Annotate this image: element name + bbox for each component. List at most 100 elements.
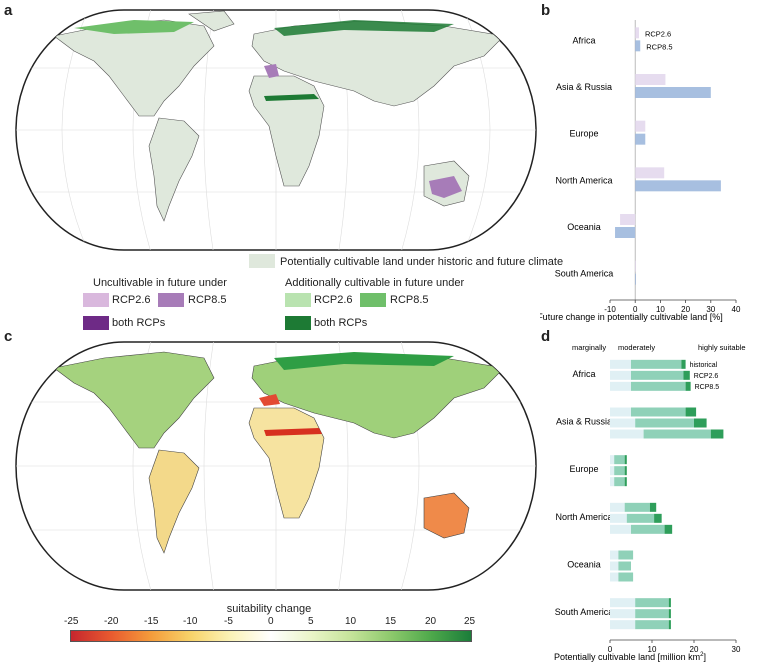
chart-b-bar — [635, 120, 646, 132]
chart-d-bar-segment — [610, 550, 619, 560]
panel-label-a: a — [4, 2, 13, 19]
chart-b-bar — [635, 40, 641, 52]
chart-d-bar-segment — [624, 502, 650, 512]
hotspot-sahel — [264, 428, 322, 436]
chart-d-bar-segment — [610, 418, 636, 428]
swatch-add-rcp85 — [360, 293, 386, 307]
chart-d-bar-segment — [610, 524, 631, 534]
chart-d-bar-segment — [624, 466, 627, 476]
chart-b-tick-label: 30 — [706, 305, 715, 314]
chart-d-bar-segment — [614, 466, 625, 476]
chart-d-bar-segment — [685, 381, 691, 391]
swatch-potential — [249, 254, 275, 268]
chart-b-bar — [635, 133, 646, 145]
chart-d-bar-segment — [614, 477, 625, 487]
chart-d-bar-segment — [610, 429, 644, 439]
chart-b-bar — [635, 180, 721, 192]
chart-d-bar-segment — [683, 370, 690, 380]
legend-add-rcp85: RCP8.5 — [390, 294, 429, 306]
australia-suitability — [423, 492, 470, 539]
chart-d-bar-segment — [610, 359, 631, 369]
map-c-suitability-change — [15, 341, 537, 591]
chart-d-bar-segment — [624, 455, 627, 465]
chart-d-bar-segment — [664, 524, 673, 534]
chart-d-category-label: Africa — [572, 369, 595, 379]
chart-b-tick-label: 20 — [681, 305, 690, 314]
chart-d-bar-segment — [685, 407, 697, 417]
chart-b-series-label: RCP8.5 — [646, 42, 672, 51]
chart-b-tick-label: 10 — [656, 305, 665, 314]
chart-d-bar-segment — [654, 513, 662, 523]
chart-b-bar — [635, 27, 639, 39]
map-c-hotspots — [259, 352, 454, 436]
chart-d-scenario-label: historical — [690, 362, 718, 369]
colorbar-tick: -5 — [224, 616, 233, 627]
chart-d-bar-segment — [631, 359, 682, 369]
colorbar-tick: 20 — [425, 616, 437, 627]
chart-d-bar-segment — [635, 620, 669, 630]
chart-d-category-label: South America — [555, 607, 614, 617]
north-america-suitability — [53, 351, 215, 449]
chart-d-stack-label: highly suitable — [698, 343, 746, 352]
chart-d-bar-segment — [610, 598, 636, 608]
chart-d-bar-segment — [635, 609, 669, 619]
chart-d-stack-label: moderately — [618, 343, 655, 352]
legend-unc-both: both RCPs — [112, 317, 166, 329]
chart-b-tick-label: 40 — [732, 305, 741, 314]
chart-d-bar-segment — [694, 418, 707, 428]
chart-d-bar-segment — [610, 572, 619, 582]
colorbar-tick: -20 — [104, 616, 119, 627]
chart-d-cultivable-land: marginally moderately highly suitable Po… — [554, 343, 746, 662]
chart-d-stack-label: marginally — [572, 343, 606, 352]
chart-d-category-label: North America — [555, 512, 612, 522]
colorbar-label: suitability change — [226, 603, 312, 615]
chart-b-category-label: South America — [555, 269, 614, 279]
chart-d-bar-segment — [610, 620, 636, 630]
chart-b-cultivable-change: Future change in potentially cultivable … — [540, 20, 741, 322]
swatch-unc-both — [83, 316, 109, 330]
chart-b-bar — [635, 273, 636, 285]
chart-d-xlabel: Potentially cultivable land [million km2… — [554, 652, 706, 662]
chart-d-bar-segment — [610, 466, 615, 476]
legend-add-both: both RCPs — [314, 317, 368, 329]
chart-d-bar-segment — [631, 407, 686, 417]
chart-b-bar — [615, 227, 636, 238]
legend-potential-label: Potentially cultivable land under histor… — [280, 256, 564, 268]
chart-d-bar-segment — [710, 429, 724, 439]
chart-d-bar-segment — [610, 513, 627, 523]
colorbar-tick: 0 — [268, 616, 274, 627]
chart-d-category-label: Oceania — [567, 560, 601, 570]
add-cultivable-north-america — [74, 20, 194, 34]
chart-d-bar-segment — [610, 502, 625, 512]
legend-additional-title: Additionally cultivable in future under — [285, 277, 465, 289]
chart-b-category-label: North America — [555, 175, 612, 185]
swatch-unc-rcp26 — [83, 293, 109, 307]
colorbar — [70, 630, 472, 642]
greenland-landmass — [188, 10, 235, 32]
chart-b-xlabel: Future change in potentially cultivable … — [540, 312, 723, 322]
chart-b-tick-label: 0 — [633, 305, 638, 314]
map-c-land — [53, 351, 505, 554]
chart-b-category-label: Asia & Russia — [556, 82, 612, 92]
legend-unc-rcp26: RCP2.6 — [112, 294, 151, 306]
chart-d-bar-segment — [668, 620, 671, 630]
colorbar-tick: -10 — [183, 616, 198, 627]
colorbar-tick: -25 — [64, 616, 79, 627]
map-a-land — [53, 10, 505, 222]
chart-d-bar-segment — [610, 477, 615, 487]
chart-b-series-label: RCP2.6 — [645, 29, 671, 38]
africa-landmass — [248, 75, 325, 187]
chart-d-bar-segment — [610, 455, 615, 465]
chart-d-tick-label: 20 — [690, 645, 699, 654]
gain-boreal — [274, 352, 454, 370]
chart-d-tick-label: 10 — [648, 645, 657, 654]
hotspot-mediterranean — [259, 394, 280, 406]
colorbar-tick: 5 — [308, 616, 314, 627]
chart-b-bar — [620, 214, 636, 225]
chart-b-bar — [635, 74, 666, 85]
chart-d-category-label: Europe — [569, 464, 598, 474]
chart-d-bar-segment — [614, 455, 625, 465]
chart-d-bar-segment — [631, 524, 665, 534]
chart-d-category-label: Asia & Russia — [556, 417, 612, 427]
chart-d-tick-label: 0 — [608, 645, 613, 654]
